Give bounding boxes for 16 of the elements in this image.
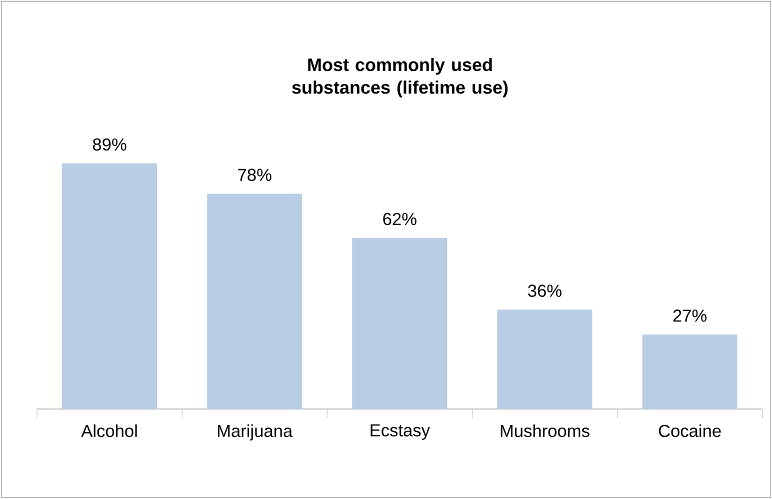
x-tick-label: Ecstasy bbox=[370, 424, 430, 440]
x-tick-label: Alcohol bbox=[81, 424, 137, 438]
chart-title: Most commonly used substances (lifetime use) bbox=[292, 58, 508, 98]
data-label: 78% bbox=[238, 168, 272, 181]
data-label: 89% bbox=[92, 138, 126, 151]
data-label: 62% bbox=[383, 212, 416, 226]
bar bbox=[207, 194, 302, 409]
bar bbox=[642, 334, 738, 409]
x-tick-label: Marijuana bbox=[218, 424, 293, 441]
bar bbox=[497, 310, 592, 409]
x-tick-label: Mushrooms bbox=[500, 424, 590, 438]
bar bbox=[352, 238, 448, 409]
x-tick-label: Cocaine bbox=[658, 424, 721, 438]
data-label: 27% bbox=[673, 310, 707, 322]
bar bbox=[62, 163, 158, 409]
data-label: 36% bbox=[528, 284, 562, 297]
